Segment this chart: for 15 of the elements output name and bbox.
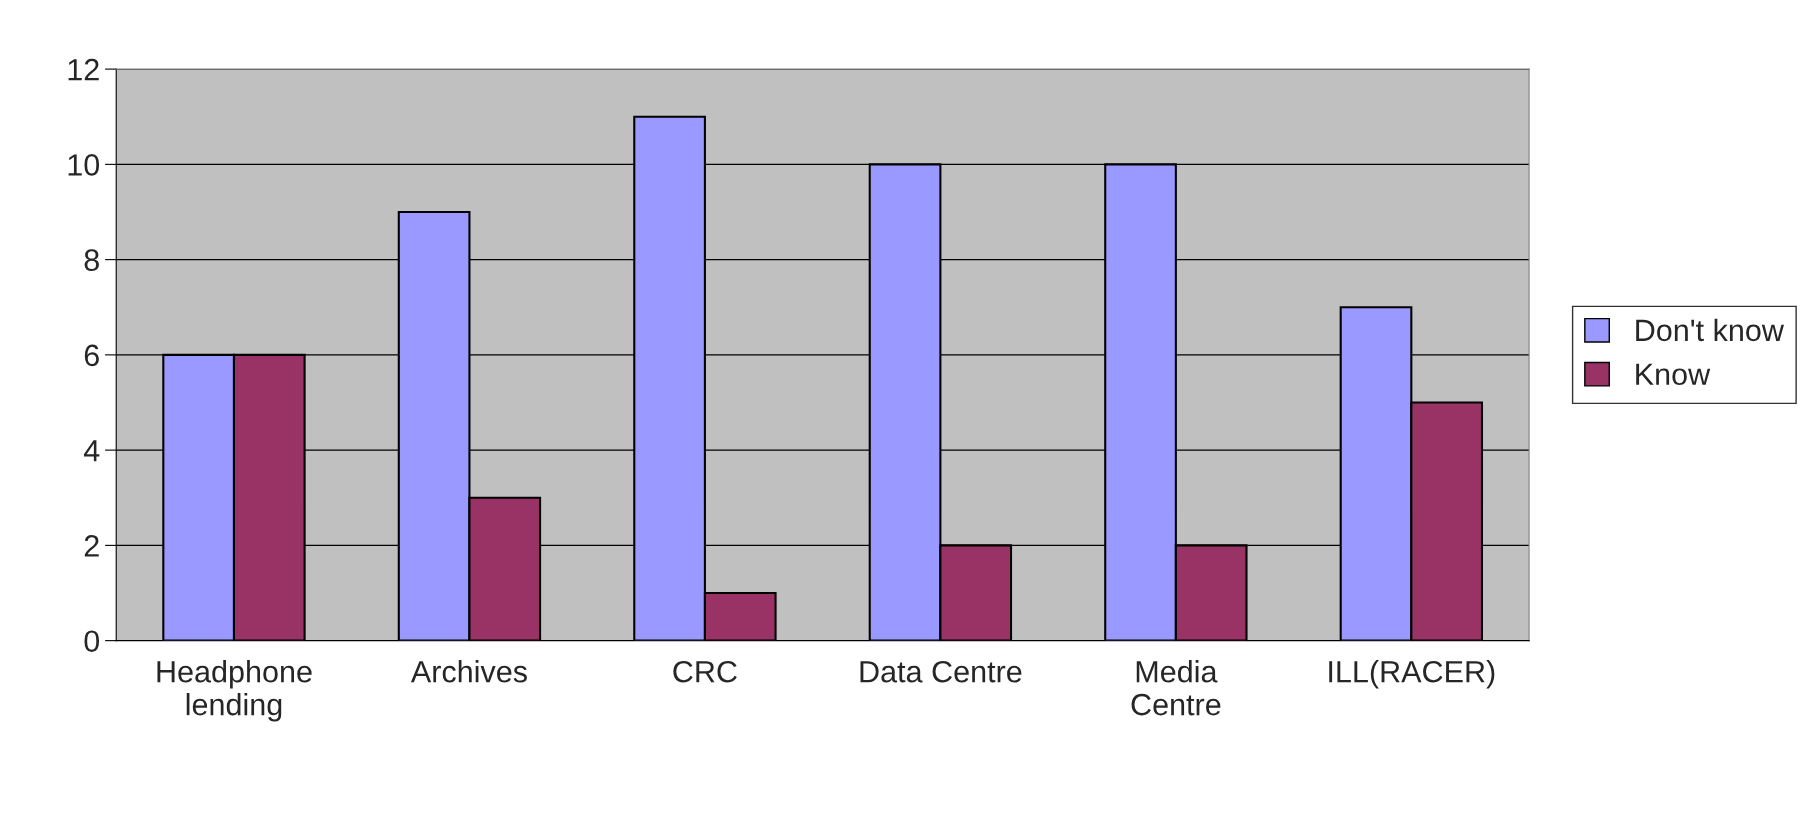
y-tick-label: 2 <box>84 535 99 557</box>
y-tick-label: 10 <box>68 154 100 176</box>
x-tick-label: CRC <box>673 660 737 683</box>
x-tick-label: ILL(RACER) <box>1329 660 1495 689</box>
x-tick-label: Data Centre <box>860 660 1022 683</box>
y-tick-label: 0 <box>84 630 100 653</box>
x-tick-label: Archives <box>410 660 527 683</box>
legend-label: Don't know <box>1636 318 1784 342</box>
legend-label: Know <box>1636 363 1711 386</box>
x-tick-label: Headphone lending <box>157 660 312 722</box>
y-tick-label: 12 <box>68 58 99 81</box>
y-tick-label: 6 <box>84 344 99 367</box>
y-tick-label: 8 <box>84 249 99 271</box>
y-tick-label: 4 <box>83 440 100 462</box>
x-tick-label: Media Centre <box>1131 660 1221 716</box>
